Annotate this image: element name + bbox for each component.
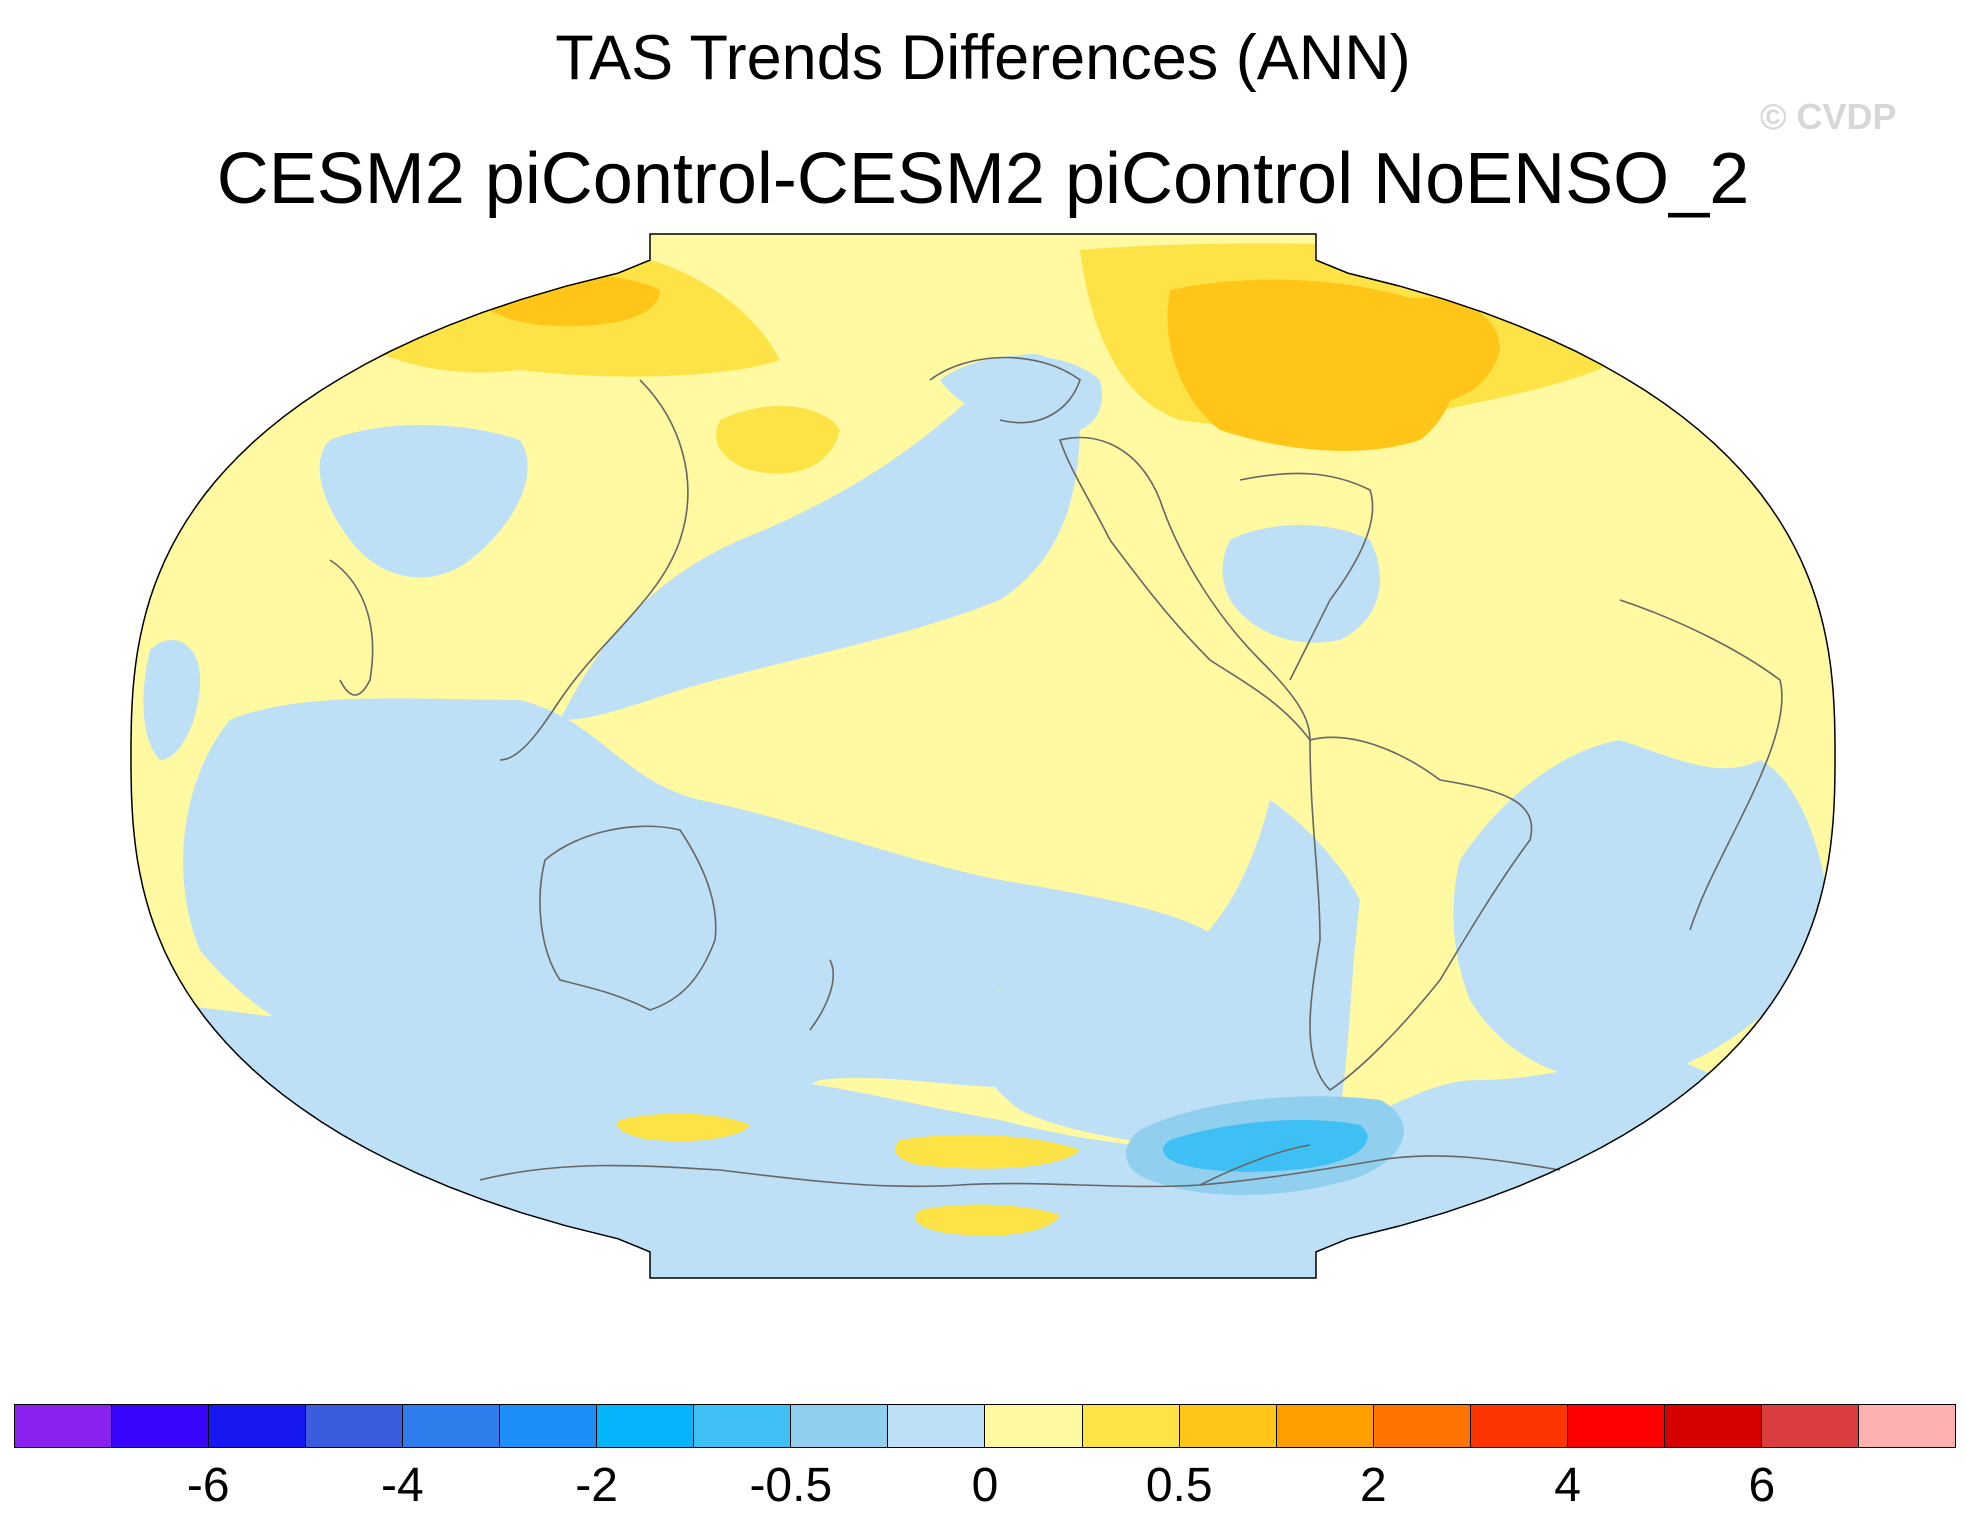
coast-antarctica [479, 1155, 1561, 1188]
colorbar-box [597, 1405, 695, 1447]
colorbar-tick-label: -4 [381, 1459, 424, 1512]
colorbar-box [985, 1405, 1083, 1447]
region-asia [319, 425, 528, 578]
strong-cooling [1126, 1096, 1404, 1195]
region-southern-ocean-warm-2 [895, 1134, 1080, 1169]
colorbar-box [694, 1405, 792, 1447]
coast-africa [1619, 599, 1783, 931]
region-alaska [940, 355, 1102, 433]
colorbar-box [1470, 1405, 1568, 1447]
colorbar-box [500, 1405, 598, 1447]
colorbar-box [791, 1405, 889, 1447]
region-north-america [1222, 525, 1380, 643]
region-southern-ocean-warm-1 [616, 1113, 750, 1142]
coast-india [329, 559, 374, 696]
colorbar-box [1761, 1405, 1859, 1447]
colorbar-tick-label: 4 [1554, 1459, 1581, 1512]
region-south-pacific [960, 800, 1360, 1154]
colorbar-box [209, 1405, 307, 1447]
colorbar-tick-label: 6 [1748, 1459, 1776, 1512]
colorbar-tick-label: 2 [1360, 1459, 1387, 1512]
coast-north-america-east [1239, 472, 1374, 681]
colorbar-box [1567, 1405, 1665, 1447]
region-south-atlantic [1453, 740, 1830, 1082]
coast-north-america [1058, 436, 1311, 743]
colorbar-box [1858, 1405, 1955, 1447]
world-map [130, 233, 1836, 1279]
temperature-field [131, 234, 1835, 1278]
colorbar-tick-label: -0.5 [749, 1459, 833, 1512]
colorbar-tick-label: -2 [575, 1459, 618, 1512]
region-canada-core [1167, 279, 1458, 451]
colorbar-box [15, 1405, 113, 1447]
map-subtitle: CESM2 piControl-CESM2 piControl NoENSO_2 [216, 139, 1750, 219]
globe-outline [130, 233, 1836, 1279]
colorbar [14, 1404, 1956, 1448]
colorbar-box [1373, 1405, 1471, 1447]
coast-antarctic-peninsula [1199, 1144, 1311, 1186]
coastlines [329, 356, 1783, 1188]
region-kamchatka [716, 406, 840, 474]
coast-asia-east [499, 379, 689, 761]
region-antarctica-warm [915, 1204, 1060, 1236]
colorbar-box [1276, 1405, 1374, 1447]
coast-new-zealand [809, 959, 835, 1031]
coast-australia [539, 825, 717, 1011]
colorbar-box [112, 1405, 210, 1447]
colorbar-box [1082, 1405, 1180, 1447]
coast-south-america [1309, 736, 1533, 1092]
colorbar-tick-label: -6 [186, 1459, 230, 1512]
colorbar-box [306, 1405, 404, 1447]
cvdp-watermark: © CVDP [1760, 96, 1897, 137]
region-africa-east [143, 640, 200, 760]
cooling-regions [140, 354, 1830, 1278]
region-amundsen-core [1163, 1120, 1368, 1172]
map-title: TAS Trends Differences (ANN) [555, 23, 1411, 93]
colorbar-box [403, 1405, 501, 1447]
coast-alaska [929, 356, 1081, 424]
colorbar-box [1664, 1405, 1762, 1447]
colorbar-box [888, 1405, 986, 1447]
colorbar-tick-label: 0 [971, 1459, 999, 1512]
colorbar-box [1179, 1405, 1277, 1447]
region-greenland-core [1386, 297, 1500, 403]
colorbar-tick-label: 0.5 [1145, 1459, 1213, 1512]
region-north-pacific [560, 354, 1080, 720]
